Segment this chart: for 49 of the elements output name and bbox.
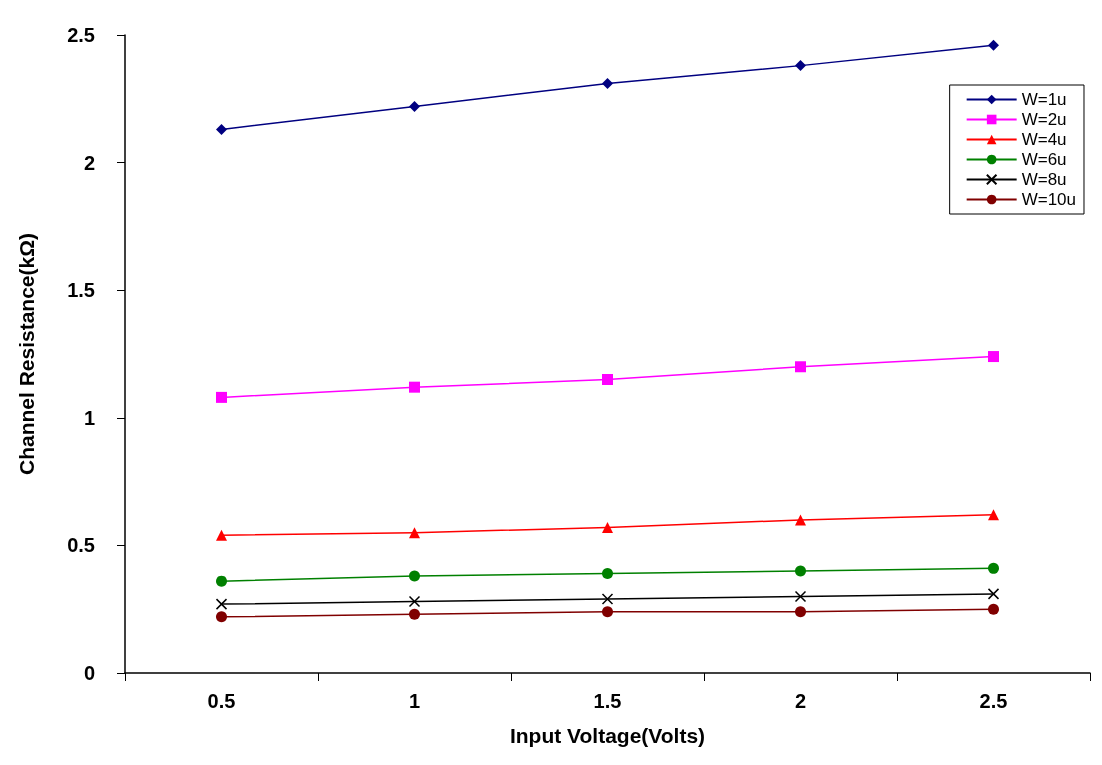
point	[409, 381, 420, 393]
point	[216, 611, 227, 623]
point	[795, 565, 806, 577]
point	[602, 606, 613, 618]
point	[216, 529, 227, 541]
point	[795, 361, 806, 373]
point	[602, 567, 613, 579]
point	[601, 593, 614, 605]
x-tick-label: 2.5	[979, 690, 1008, 712]
point	[409, 608, 420, 620]
point	[602, 522, 613, 534]
point	[409, 100, 420, 112]
point	[795, 606, 806, 618]
point	[795, 60, 806, 72]
legend-label: W=1u	[1021, 90, 1067, 109]
y-axis-title: Channel Resistance(kΩ)	[15, 232, 38, 476]
point	[215, 598, 228, 610]
legend-label: W=4u	[1021, 130, 1067, 149]
y-tick-label: 0	[83, 662, 95, 684]
y-tick-label: 2.5	[67, 24, 95, 46]
legend-label: W=10u	[1021, 190, 1077, 209]
legend-label: W=2u	[1021, 110, 1067, 129]
point	[409, 527, 420, 539]
point	[988, 39, 999, 51]
x-tick-label: 1	[408, 690, 421, 712]
y-tick-label: 0.5	[67, 534, 95, 557]
x-tick-label: 0.5	[207, 690, 236, 712]
point	[988, 509, 999, 521]
y-tick-label: 2	[83, 151, 95, 174]
x-tick-label: 2	[794, 690, 807, 712]
point	[988, 603, 999, 615]
point	[987, 588, 1000, 600]
point	[602, 77, 613, 89]
point	[408, 595, 421, 608]
point	[988, 351, 999, 363]
point	[794, 590, 807, 603]
y-tick-label: 1.5	[67, 279, 95, 302]
legend-label: W=6u	[1021, 150, 1067, 169]
point	[602, 374, 613, 386]
y-tick-label: 1	[83, 406, 95, 429]
point	[988, 562, 999, 574]
point	[409, 570, 420, 582]
x-axis-title: Input Voltage(Volts)	[509, 724, 706, 747]
point	[795, 514, 806, 526]
point	[216, 391, 227, 403]
x-tick-label: 1.5	[593, 690, 622, 712]
point	[216, 575, 227, 587]
legend-label: W=8u	[1021, 170, 1067, 189]
point	[216, 123, 227, 135]
